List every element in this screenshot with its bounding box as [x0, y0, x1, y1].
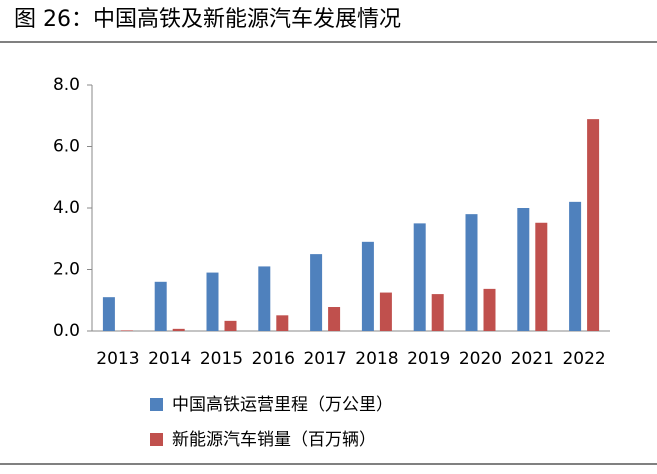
legend-swatch — [150, 433, 163, 446]
bar — [431, 294, 444, 331]
chart-title: 图 26：中国高铁及新能源汽车发展情况 — [14, 7, 401, 32]
bar — [379, 292, 392, 331]
y-tick-label: 4.0 — [53, 198, 80, 218]
x-tick-label: 2019 — [407, 349, 450, 369]
y-tick-label: 2.0 — [53, 260, 80, 280]
x-tick-label: 2020 — [459, 349, 502, 369]
x-tick-label: 2016 — [252, 349, 295, 369]
bar — [413, 223, 426, 331]
legend-label: 新能源汽车销量（百万辆） — [172, 430, 376, 450]
bar — [102, 297, 115, 331]
x-tick-label: 2014 — [148, 349, 191, 369]
legend-label: 中国高铁运营里程（万公里） — [172, 395, 393, 415]
bar — [276, 315, 289, 331]
x-tick-label: 2013 — [96, 349, 139, 369]
x-tick-label: 2018 — [355, 349, 398, 369]
bar — [535, 222, 548, 331]
bar — [206, 272, 219, 331]
bar — [517, 208, 530, 331]
bar — [465, 214, 478, 331]
y-tick-label: 0.0 — [53, 321, 80, 341]
bar — [569, 201, 582, 331]
bar — [172, 328, 185, 331]
bar — [224, 320, 237, 331]
x-tick-label: 2022 — [562, 349, 605, 369]
bar — [154, 281, 167, 331]
bar — [587, 119, 600, 331]
x-tick-label: 2017 — [303, 349, 346, 369]
bar — [361, 241, 374, 331]
bar — [328, 307, 341, 331]
bar — [310, 254, 323, 331]
y-tick-label: 6.0 — [53, 137, 80, 157]
x-tick-label: 2021 — [511, 349, 554, 369]
x-tick-label: 2015 — [200, 349, 243, 369]
bar — [258, 266, 271, 331]
legend-swatch — [150, 398, 163, 411]
bar — [483, 288, 496, 331]
bar — [120, 330, 133, 331]
y-tick-label: 8.0 — [53, 75, 80, 95]
